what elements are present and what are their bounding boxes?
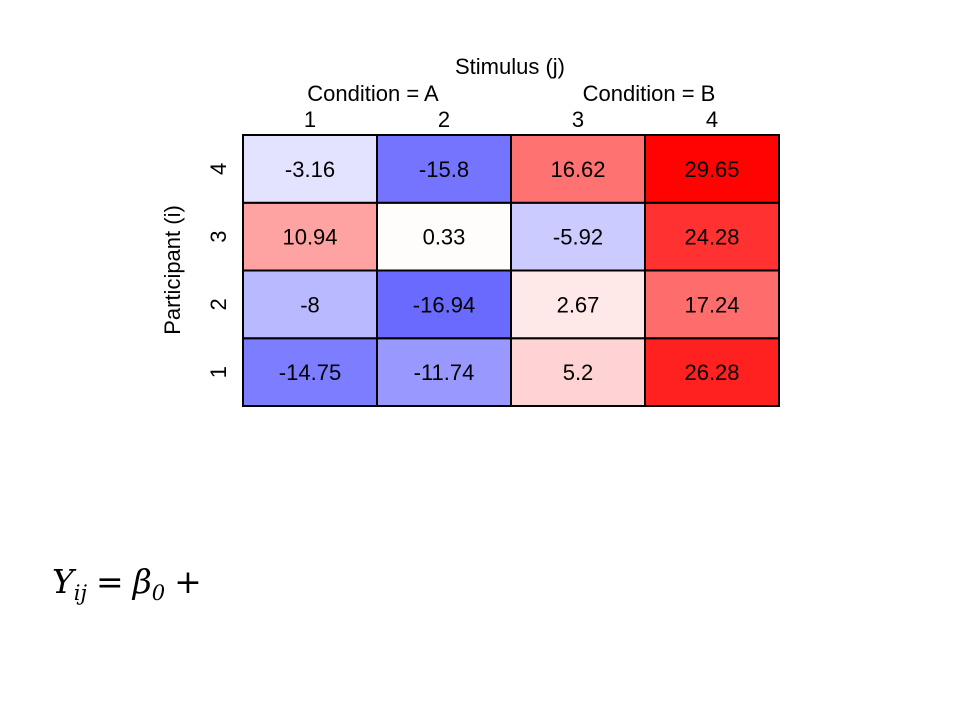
heatmap-cell-p2-s1 bbox=[242, 269, 378, 340]
cell-value-label: 10.94 bbox=[282, 225, 337, 250]
x-tick-label: 3 bbox=[572, 107, 584, 132]
heatmap-cell-p4-s4 bbox=[644, 134, 780, 204]
y-tick-label: 4 bbox=[206, 163, 231, 175]
cell-value-label: 0.33 bbox=[423, 225, 466, 250]
condition-label-a: Condition = A bbox=[307, 81, 439, 106]
heatmap-cells: -14.75 -11.74 5.2 26.28-8 -16.94 2.67 17.2410.… bbox=[206, 107, 780, 407]
cell-value-label: 17.24 bbox=[684, 292, 739, 317]
cell-value-label: 16.62 bbox=[550, 157, 605, 182]
cell-value-label: -8 bbox=[300, 292, 320, 317]
cell-value-label: -16.94 bbox=[413, 292, 475, 317]
cell-value-label: -15.8 bbox=[419, 157, 469, 182]
heatmap-cell-p3-s2 bbox=[376, 201, 512, 272]
cell-value-label: 24.28 bbox=[684, 225, 739, 250]
equation-intercept-subscript: 0 bbox=[151, 581, 166, 605]
cell-value-label: -14.75 bbox=[279, 360, 341, 385]
equation-intercept: β bbox=[132, 562, 152, 601]
y-tick-label: 3 bbox=[206, 231, 231, 243]
equation-response-subscript: ij bbox=[73, 581, 88, 605]
cell-value-label: 26.28 bbox=[684, 360, 739, 385]
heatmap-cell-p2-s3 bbox=[510, 269, 646, 340]
heatmap-cell-p1-s2 bbox=[376, 337, 512, 407]
x-tick-label: 2 bbox=[438, 107, 450, 132]
chart-title: Stimulus (j) bbox=[455, 54, 565, 79]
cell-value-label: 29.65 bbox=[684, 157, 739, 182]
heatmap-cell-p4-s1 bbox=[242, 134, 378, 204]
cell-value-label: -5.92 bbox=[553, 225, 603, 250]
heatmap-cell-p2-s4 bbox=[644, 269, 780, 340]
x-tick-label: 4 bbox=[706, 107, 718, 132]
heatmap-border bbox=[242, 134, 780, 407]
x-tick-label: 1 bbox=[304, 107, 316, 132]
equation-plus: + bbox=[174, 562, 202, 601]
cell-value-label: -11.74 bbox=[414, 360, 475, 385]
heatmap-cell-p3-s4 bbox=[644, 201, 780, 272]
equation-equals: = bbox=[96, 562, 124, 601]
cell-value-label: 5.2 bbox=[563, 360, 594, 385]
model-equation: Yij = β0 + bbox=[52, 562, 211, 604]
heatmap-cell-p2-s2 bbox=[376, 269, 512, 340]
y-tick-label: 1 bbox=[206, 366, 231, 378]
y-tick-label: 2 bbox=[206, 298, 231, 310]
cell-value-label: -3.16 bbox=[285, 157, 335, 182]
cell-value-label: 2.67 bbox=[557, 292, 600, 317]
condition-label-b: Condition = B bbox=[583, 81, 716, 106]
heatmap-cell-p1-s1 bbox=[242, 337, 378, 407]
equation-response: Y bbox=[52, 562, 74, 601]
y-axis-label: Participant (i) bbox=[160, 205, 185, 335]
